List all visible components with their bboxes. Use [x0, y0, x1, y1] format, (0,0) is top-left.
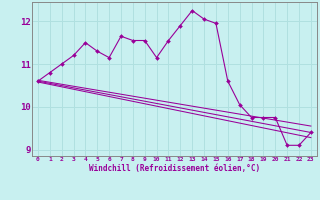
X-axis label: Windchill (Refroidissement éolien,°C): Windchill (Refroidissement éolien,°C) — [89, 164, 260, 173]
